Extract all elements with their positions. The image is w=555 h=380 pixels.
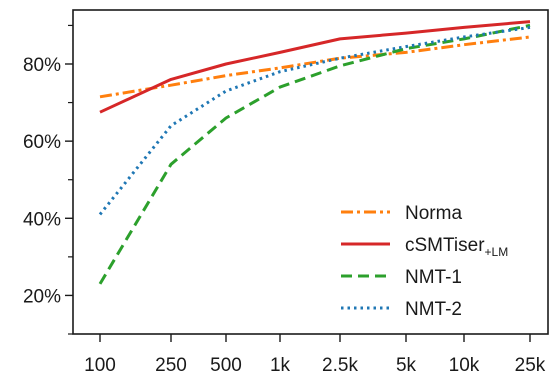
x-tick-label: 100	[84, 355, 116, 376]
series-line-norma	[99, 35, 531, 99]
legend-label-text: NMT-1	[405, 267, 462, 288]
series-line-nmt-2	[98, 25, 531, 216]
y-tick-label: 60%	[23, 132, 61, 153]
y-tick-label: 20%	[23, 286, 61, 307]
x-tick-label: 250	[155, 355, 187, 376]
y-tick-label: 40%	[23, 209, 61, 230]
series-lines	[98, 20, 531, 285]
plot-frame	[72, 9, 549, 335]
x-tick-label: 500	[210, 355, 242, 376]
x-tick-label: 1k	[270, 355, 291, 376]
x-tick-label: 5k	[396, 355, 417, 376]
y-tick-label: 80%	[23, 55, 61, 76]
x-tick-label: 2.5k	[322, 355, 358, 376]
x-tick-label: 10k	[449, 355, 480, 376]
y-axis: 20% 40% 60% 80%	[23, 24, 73, 335]
x-tick-label: 25k	[515, 355, 546, 376]
legend-label-subscript: +LM	[485, 245, 509, 259]
legend-label: cSMTiser+LM	[405, 235, 508, 259]
legend-label: NMT-1	[405, 267, 462, 288]
legend-label-text: NMT-2	[405, 299, 462, 320]
legend-label-text: cSMTiser	[405, 235, 485, 256]
legend-label-text: Norma	[405, 203, 462, 224]
x-axis: 100 250 500 1k 2.5k 5k 10k 25k	[84, 334, 546, 376]
legend: Norma cSMTiser+LM NMT-1 NMT-2	[341, 203, 508, 320]
series-line-csmtiser	[99, 20, 531, 114]
legend-label: Norma	[405, 203, 462, 224]
legend-label: NMT-2	[405, 299, 462, 320]
